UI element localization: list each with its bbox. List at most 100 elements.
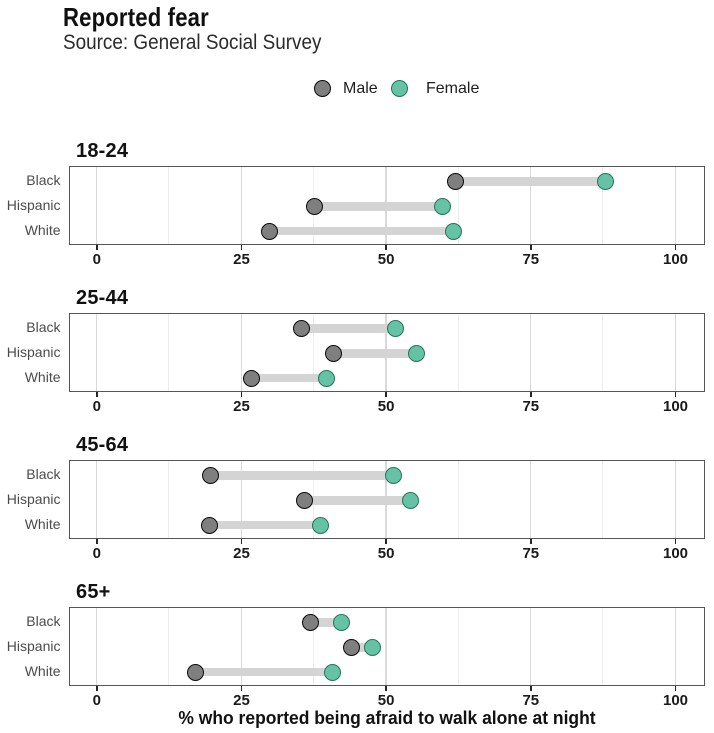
x-axis-tick [95,392,98,397]
facet-panel [69,165,705,245]
x-axis-title: % who reported being afraid to walk alon… [178,707,596,728]
minor-gridline [168,166,170,244]
dumbbell-segment [195,667,333,677]
male-dot [187,663,205,681]
legend-item-male: Male [313,79,378,98]
dumbbell-segment [304,496,411,505]
major-gridline [385,607,387,685]
female-legend-swatch-icon [390,80,408,97]
x-axis-tick [529,686,532,691]
female-dot [434,197,452,215]
major-gridline [96,313,98,391]
y-axis-label: Hispanic [6,344,61,361]
dumbbell-segment [310,618,342,627]
y-axis-label: Black [26,466,61,483]
female-dot [387,319,405,337]
minor-gridline [168,607,170,685]
minor-gridline [457,460,459,538]
male-dot [342,638,360,656]
x-axis-tick-label: 100 [662,250,689,268]
x-axis-tick-label: 100 [662,544,689,562]
facet-label: 18-24 [76,140,129,162]
female-dot [312,516,330,534]
x-axis-tick [95,539,98,544]
x-axis-tick [529,245,532,250]
x-axis-tick [385,686,387,691]
dumbbell-segment [210,471,394,480]
dumbbell-segment [269,226,454,236]
y-axis-label: Black [26,613,61,630]
female-dot [444,222,462,240]
x-axis-tick-label: 75 [522,397,540,415]
major-gridline [674,460,676,538]
facet-panel [69,606,705,686]
major-gridline [240,166,242,244]
minor-gridline [457,166,459,244]
dumbbell-segment [333,349,417,358]
major-gridline [530,313,532,391]
facet-panel [69,459,705,539]
x-axis-tick-label: 25 [233,397,250,415]
legend-label: Male [343,79,378,97]
minor-gridline [457,313,459,391]
male-dot [261,222,279,240]
x-axis-tick [529,392,532,397]
y-axis-label: Hispanic [6,197,61,214]
major-gridline [530,460,532,538]
facet-label: 25-44 [76,287,129,309]
dumbbell-segment [455,177,606,186]
minor-gridline [168,460,170,538]
x-axis-tick [95,686,98,691]
x-axis-tick [95,245,98,250]
x-axis-tick-label: 25 [233,250,250,268]
major-gridline [674,313,676,391]
minor-gridline [457,607,459,685]
x-axis-tick [240,392,243,397]
male-dot [301,613,319,631]
x-axis-tick-label: 0 [92,544,101,562]
female-dot [364,638,382,656]
x-axis-tick-label: 0 [92,250,101,268]
dumbbell-segment [209,520,321,530]
major-gridline [96,460,98,538]
x-axis-tick [385,245,387,250]
male-dot [296,491,314,509]
female-dot [596,172,614,190]
x-axis-tick-label: 25 [233,691,250,709]
x-axis-tick [385,392,387,397]
minor-gridline [602,313,604,391]
minor-gridline [313,313,315,391]
facet-label: 65+ [76,581,111,603]
chart-subtitle: Source: General Social Survey [63,31,322,54]
female-dot [324,663,342,681]
x-axis-tick-label: 50 [377,397,395,415]
dumbbell-segment [251,373,327,383]
y-axis-label: White [24,516,61,533]
y-axis-label: Black [26,319,61,336]
y-axis-label: White [24,663,61,680]
legend-label: Female [426,79,480,97]
major-gridline [674,607,676,685]
male-legend-swatch-icon [313,80,331,97]
major-gridline [96,166,98,244]
minor-gridline [602,166,604,244]
y-axis-label: Hispanic [6,638,61,655]
major-gridline [530,166,532,244]
x-axis-tick-label: 75 [522,691,540,709]
x-axis-tick-label: 50 [377,691,395,709]
male-dot [243,369,261,387]
male-dot [446,172,464,190]
x-axis-tick [240,539,243,544]
minor-gridline [602,607,604,685]
y-axis-label: Black [26,172,61,189]
x-axis-tick [674,245,677,250]
x-axis-tick [240,686,243,691]
female-dot [318,369,336,387]
y-axis-label: Hispanic [6,491,61,508]
male-dot [305,197,323,215]
y-axis-label: White [24,369,61,386]
major-gridline [674,166,676,244]
x-axis-tick [674,539,677,544]
male-dot [324,344,342,362]
